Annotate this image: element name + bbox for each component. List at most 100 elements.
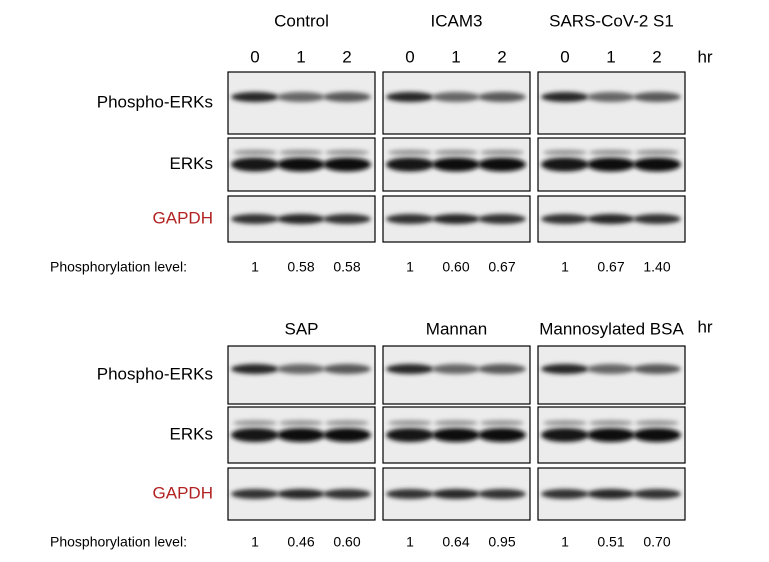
band [231, 364, 279, 374]
phosphorylation-level: 1.40 [643, 259, 670, 275]
band [386, 489, 434, 499]
band [386, 364, 434, 374]
time-label: 0 [560, 47, 569, 66]
band [432, 489, 480, 499]
blot-background [537, 345, 686, 405]
phosphorylation-level: 0.67 [597, 259, 624, 275]
row-label: GAPDH [153, 483, 213, 502]
band [633, 364, 681, 374]
phosphorylation-level: 1 [406, 259, 414, 275]
band [633, 214, 681, 224]
time-unit: hr [697, 317, 712, 336]
band [386, 428, 434, 442]
band [635, 420, 679, 426]
band [277, 428, 325, 442]
band [277, 92, 325, 102]
band [541, 157, 589, 172]
band [587, 489, 635, 499]
row-label: GAPDH [153, 208, 213, 227]
band [633, 157, 681, 172]
band [587, 214, 635, 224]
band [635, 149, 679, 156]
band [277, 364, 325, 374]
phosphorylation-level: 1 [251, 534, 259, 550]
band [233, 149, 277, 156]
band [587, 364, 635, 374]
band [231, 428, 279, 442]
band [325, 420, 369, 426]
band [432, 157, 480, 172]
band [231, 214, 279, 224]
time-label: 2 [652, 47, 661, 66]
phosphorylation-level: 0.95 [488, 534, 515, 550]
band [589, 149, 633, 156]
phosphorylation-level: 1 [406, 534, 414, 550]
phosphorylation-level: 1 [561, 534, 569, 550]
group-title: Mannosylated BSA [539, 319, 684, 338]
band [541, 364, 589, 374]
level-label: Phosphorylation level: [50, 534, 187, 550]
row-label: Phospho-ERKs [97, 92, 213, 111]
phosphorylation-level: 0.46 [287, 534, 314, 550]
band [323, 489, 371, 499]
blot-background [227, 345, 376, 405]
band [386, 92, 434, 102]
band [589, 420, 633, 426]
band [279, 420, 323, 426]
band [633, 428, 681, 442]
band [388, 149, 432, 156]
group-title: SARS-CoV-2 S1 [549, 11, 674, 30]
band [478, 214, 526, 224]
band [587, 428, 635, 442]
band [478, 489, 526, 499]
phosphorylation-level: 0.67 [488, 259, 515, 275]
band [388, 420, 432, 426]
band [277, 214, 325, 224]
group-title: Control [274, 11, 329, 30]
band [434, 149, 478, 156]
band [279, 149, 323, 156]
band [541, 92, 589, 102]
row-label: ERKs [170, 424, 213, 443]
band [386, 214, 434, 224]
band [432, 428, 480, 442]
phosphorylation-level: 0.58 [333, 259, 360, 275]
band [277, 489, 325, 499]
phosphorylation-level: 0.51 [597, 534, 624, 550]
band [633, 489, 681, 499]
blot-background [382, 71, 531, 135]
band [323, 157, 371, 172]
band [386, 157, 434, 172]
band [543, 149, 587, 156]
row-label: ERKs [170, 154, 213, 173]
band [480, 149, 524, 156]
phosphorylation-level: 0.70 [643, 534, 670, 550]
band [432, 92, 480, 102]
band [478, 92, 526, 102]
phosphorylation-level: 0.58 [287, 259, 314, 275]
phosphorylation-level: 1 [251, 259, 259, 275]
band [323, 214, 371, 224]
band [633, 92, 681, 102]
band [587, 157, 635, 172]
band [277, 157, 325, 172]
band [587, 92, 635, 102]
band [480, 420, 524, 426]
band [434, 420, 478, 426]
group-title: ICAM3 [431, 11, 483, 30]
blot-background [537, 71, 686, 135]
group-title: Mannan [426, 319, 487, 338]
time-label: 1 [296, 47, 305, 66]
band [541, 489, 589, 499]
band [543, 420, 587, 426]
time-unit: hr [697, 47, 712, 66]
band [325, 149, 369, 156]
time-label: 0 [405, 47, 414, 66]
phosphorylation-level: 0.64 [442, 534, 469, 550]
phosphorylation-level: 0.60 [333, 534, 360, 550]
phosphorylation-level: 0.60 [442, 259, 469, 275]
group-title: SAP [284, 319, 318, 338]
band [323, 428, 371, 442]
band [233, 420, 277, 426]
